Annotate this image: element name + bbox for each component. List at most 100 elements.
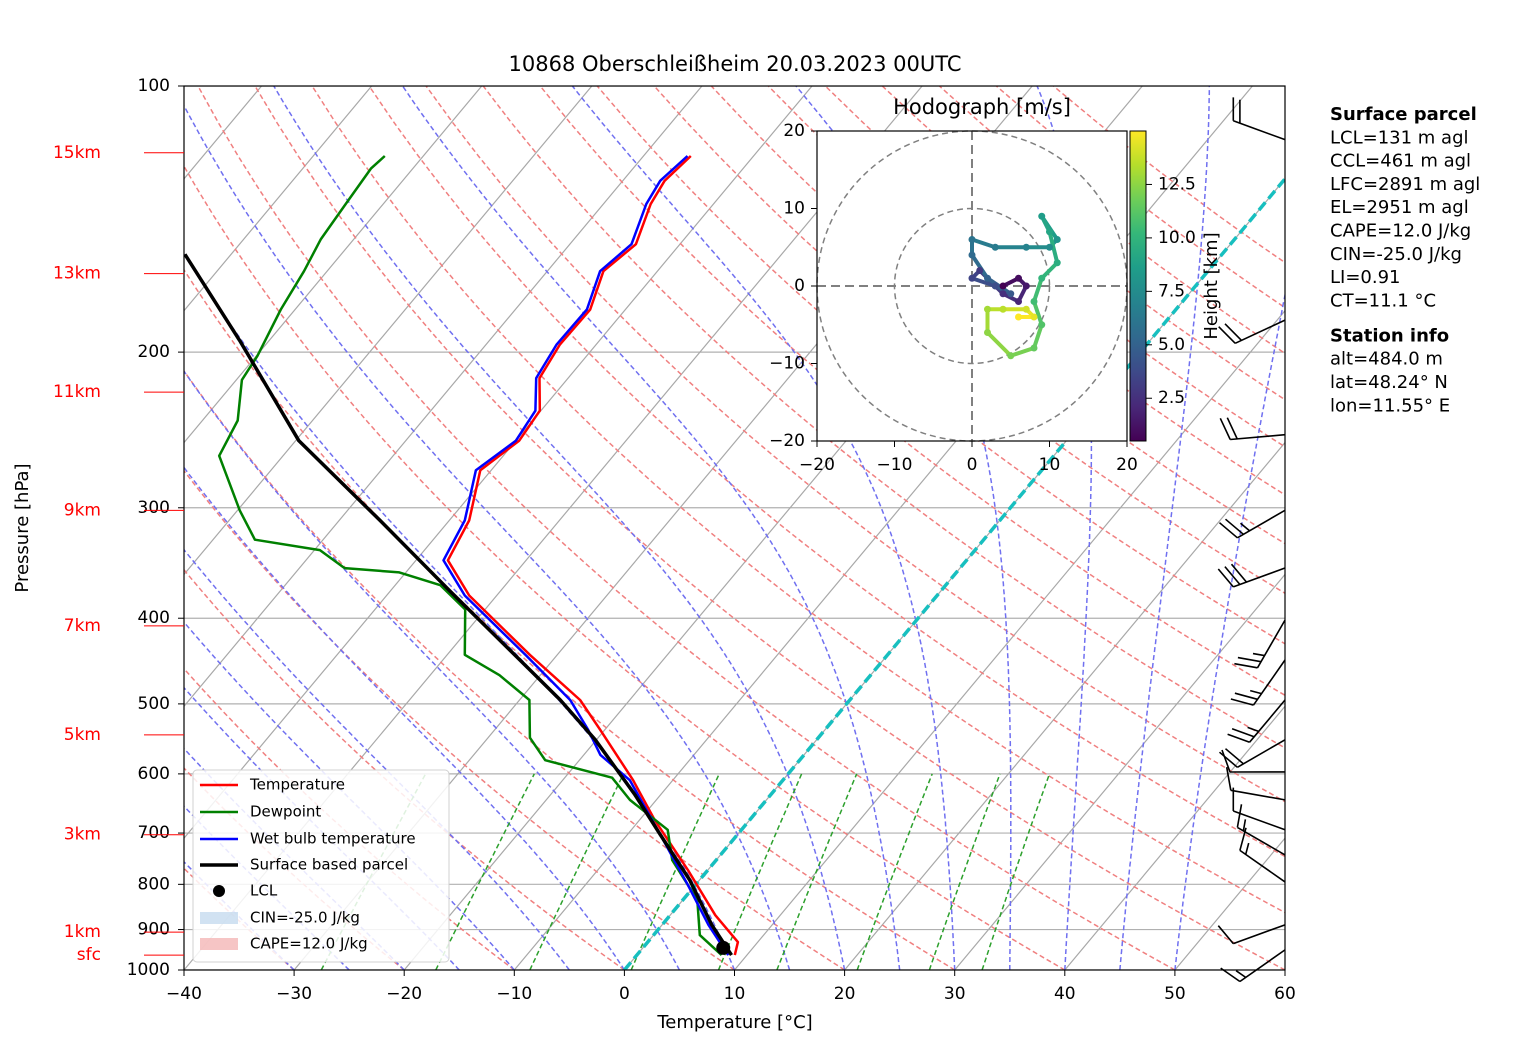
hodograph-point [1053,236,1061,243]
hodograph-point [999,282,1007,290]
legend-label: CAPE=12.0 J/kg [250,935,368,953]
y-tick-label: 100 [138,76,170,96]
profile-line [184,253,733,957]
hodograph-segment [970,253,990,281]
dry-adiabat [184,469,735,970]
hodograph-segment [985,330,1013,358]
x-tick-label: −30 [276,984,312,1004]
y-tick-label: 800 [138,874,170,894]
hodograph-point [1030,298,1038,305]
isotherm [954,573,1285,970]
hodograph-segment [1032,276,1044,304]
height-label: 1km [64,922,101,942]
moist-adiabat [184,252,736,970]
info-line: LI=0.91 [1330,267,1401,288]
wind-barb [1236,804,1286,856]
y-tick-label: 700 [138,823,170,843]
hodograph-segment [985,276,1013,296]
colorbar-tick-label: 10.0 [1158,228,1196,248]
info-line: LCL=131 m agl [1330,127,1469,148]
hodograph-point [1046,243,1053,251]
dry-adiabat [184,268,956,970]
info-line: CCL=461 m agl [1330,151,1471,172]
hodograph-segment [1047,229,1060,265]
hodograph-point [1046,228,1053,236]
height-label: 15km [53,143,101,163]
legend-label: Wet bulb temperature [250,830,416,848]
dry-adiabat [184,568,625,970]
moist-adiabat [184,548,570,970]
info-line: CIN=-25.0 J/kg [1330,244,1462,265]
y-tick-label: 200 [138,342,170,362]
hodograph-point [1022,305,1030,313]
hodograph-point [1022,282,1030,290]
legend-label: Surface based parcel [250,856,408,874]
colorbar-tick-label: 7.5 [1158,281,1185,301]
x-tick-label: 40 [1054,984,1076,1004]
profile-line [446,155,740,956]
height-label: 5km [64,725,101,745]
wind-barb [1230,659,1286,706]
height-label: 9km [64,500,101,520]
x-tick-label: 60 [1274,984,1296,1004]
x-tick-label: −20 [386,984,422,1004]
hodo-x-tick-label: 0 [967,455,978,475]
dry-adiabat [368,86,1285,858]
hodograph-segment [1039,260,1060,281]
hodograph-segment [970,237,998,250]
y-tick-label: 300 [138,498,170,518]
dry-adiabat [425,86,1285,803]
isotherm [844,441,1285,970]
mixing-ratio-line [529,773,625,970]
y-axis-label: Pressure [hPa] [12,463,33,592]
info-line: lon=11.55° E [1330,395,1450,416]
x-tick-label: 20 [834,984,856,1004]
hodograph-point [968,251,976,259]
chart-title: 10868 Oberschleißheim 20.03.2023 00UTC [509,52,962,76]
x-tick-label: 30 [944,984,966,1004]
isotherm [1064,705,1285,970]
hodograph-point [984,329,991,336]
height-label: sfc [77,945,101,965]
x-tick-label: 10 [724,984,746,1004]
colorbar [1129,130,1147,442]
mixing-ratio-line [630,773,720,970]
hodograph-point [1030,344,1038,352]
hodograph-point [991,282,999,290]
hodograph-segment [1032,322,1044,350]
wind-barb [1218,509,1286,539]
info-heading: Station info [1330,325,1449,346]
info-heading: Surface parcel [1330,104,1477,125]
wind-barb [1221,749,1286,773]
info-line: EL=2951 m agl [1330,197,1469,218]
moist-adiabat [184,369,681,970]
moist-adiabat [184,686,460,970]
moist-adiabat [184,620,515,970]
mixing-ratio-line [717,773,803,970]
moist-adiabat [184,104,791,970]
info-line: alt=484.0 m [1330,349,1443,370]
colorbar-tick-label: 5.0 [1158,335,1185,355]
colorbar-tick-label: 2.5 [1158,388,1185,408]
legend-label: LCL [250,882,278,900]
hodograph-point [1007,352,1015,360]
lcl-marker [716,940,731,955]
hodograph-point [1015,298,1022,305]
profiles [184,155,740,957]
colorbar-tick-label: 12.5 [1158,174,1196,194]
hodograph-point [1007,290,1015,298]
hodograph-point [999,305,1007,313]
dry-adiabat [254,86,1285,970]
mixing-ratio-line [981,773,1051,970]
isotherm [184,86,373,312]
hodograph-point [976,267,984,274]
dry-adiabat [311,86,1285,914]
hodograph-segment [970,276,998,288]
height-label: 7km [64,616,101,636]
dry-adiabat [482,86,1285,749]
hodograph-point [1038,212,1046,220]
y-tick-label: 400 [138,608,170,628]
